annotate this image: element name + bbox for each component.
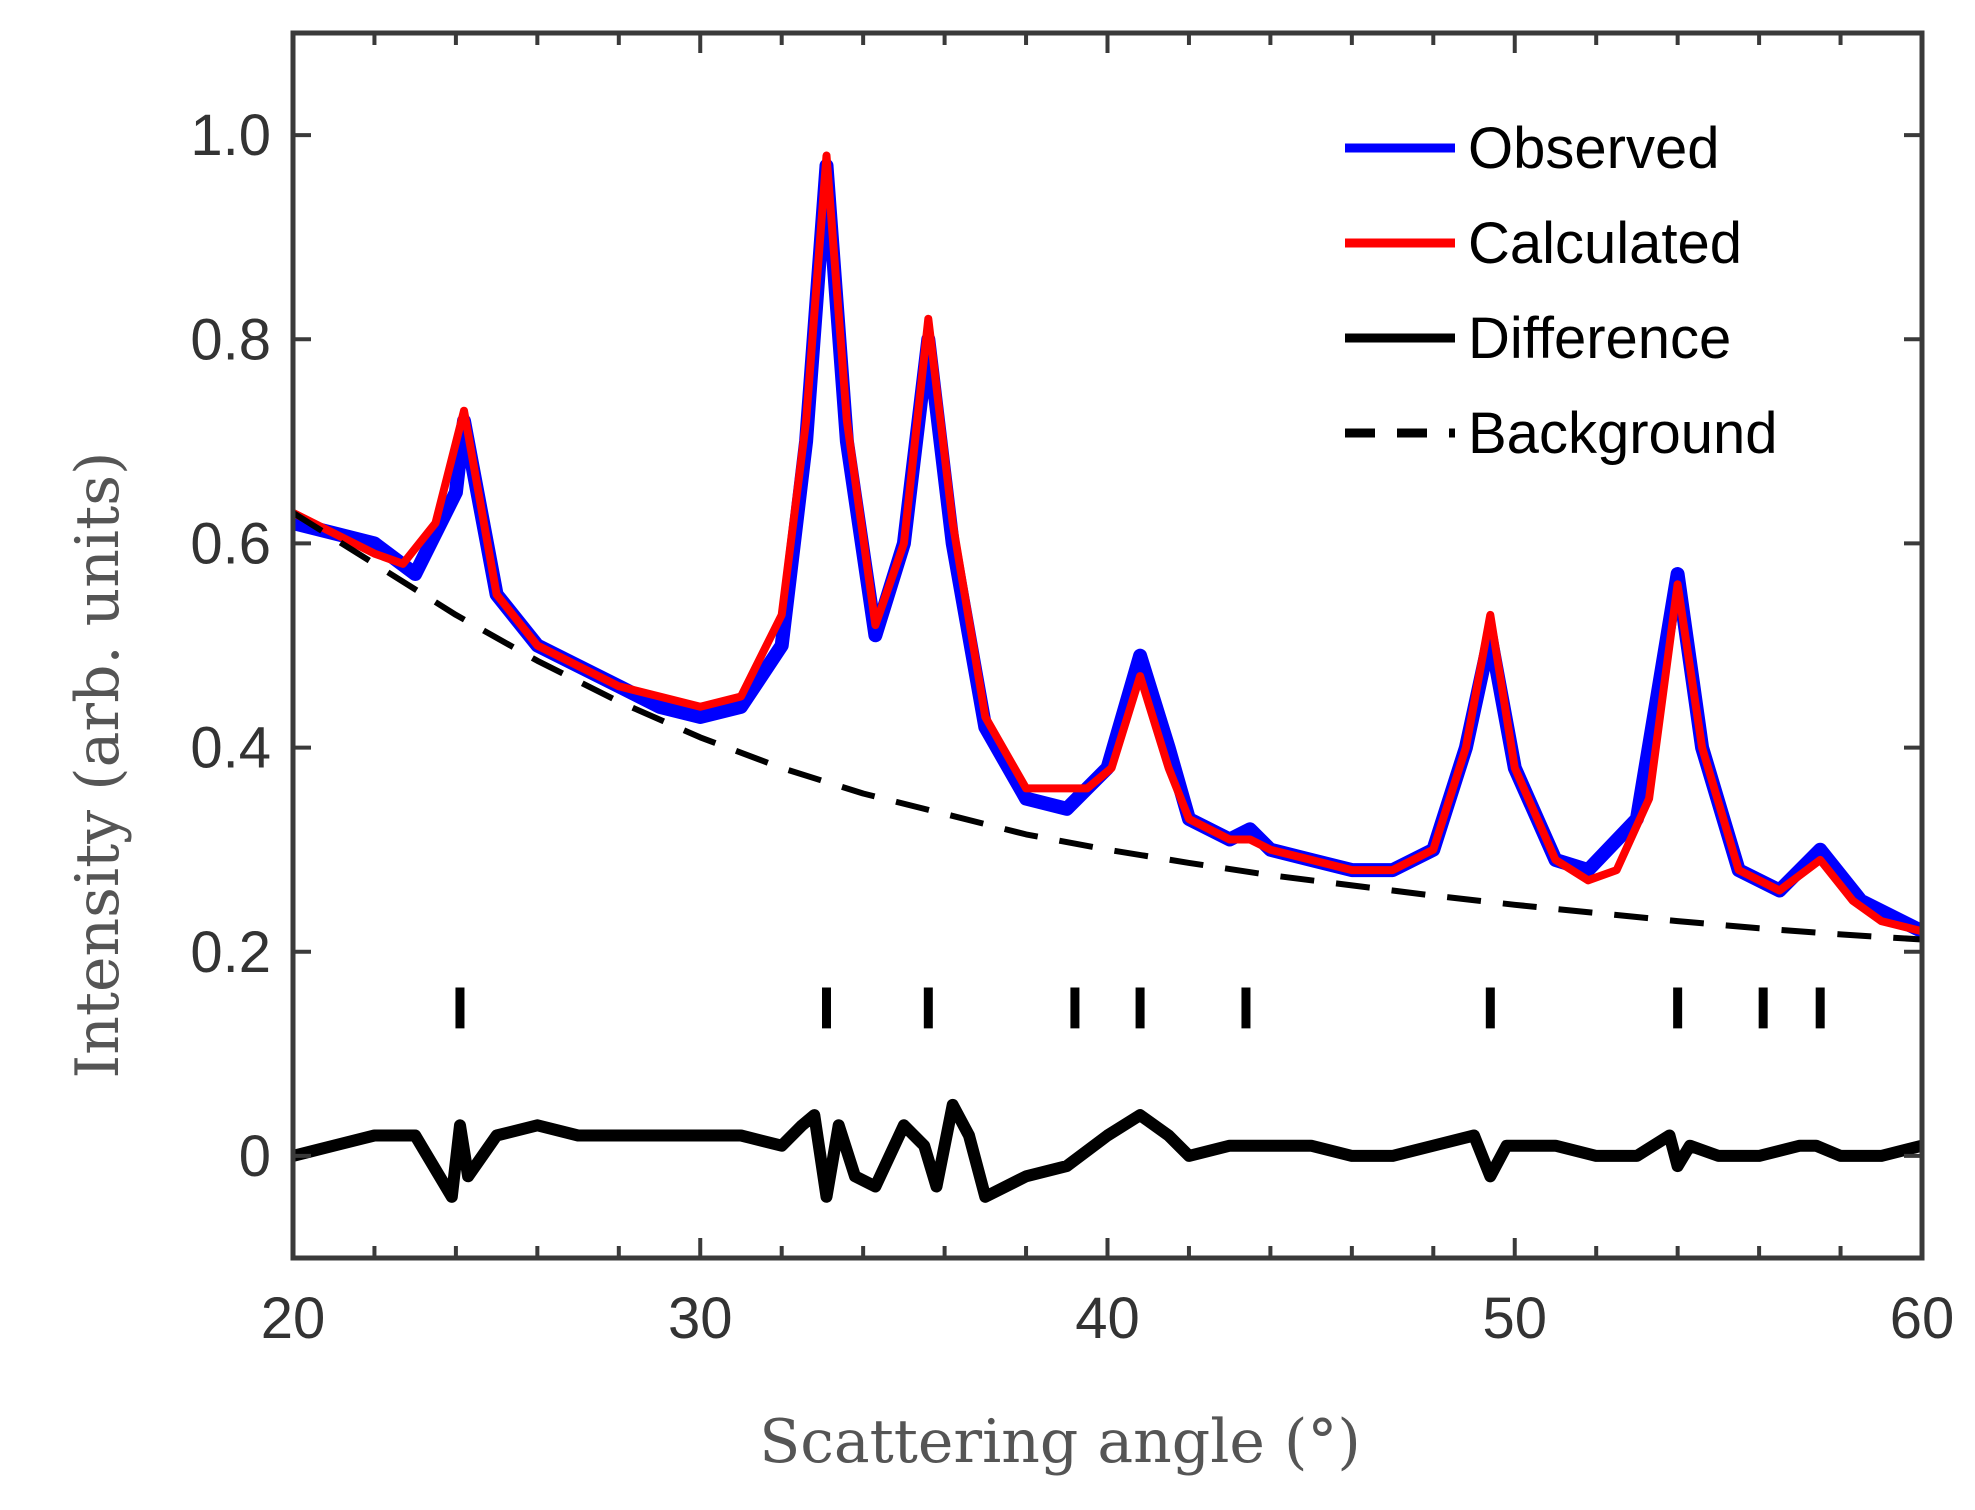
y-tick-label: 0 <box>239 1124 271 1189</box>
legend-label-observed: Observed <box>1468 116 1719 181</box>
series-line-calculated <box>293 151 1922 936</box>
legend-label-difference: Difference <box>1468 306 1731 371</box>
x-tick-label: 30 <box>668 1286 733 1351</box>
y-axis: 0 0.2 0.4 0.6 0.8 1.0 <box>190 103 1922 1189</box>
legend-label-background: Background <box>1468 401 1778 466</box>
x-axis: 20 30 40 50 60 <box>261 33 1955 1351</box>
y-tick-label: 0.6 <box>190 511 271 576</box>
y-tick-label: 0.4 <box>190 716 271 781</box>
series-group <box>293 151 1922 1203</box>
x-axis-title: Scattering angle (°) <box>759 1407 1361 1477</box>
y-tick-label: 0.2 <box>190 920 271 985</box>
series-line-difference <box>293 1098 1922 1203</box>
series-line-observed <box>293 158 1922 939</box>
legend: Observed Calculated Difference Background <box>1345 116 1778 466</box>
x-tick-label: 60 <box>1890 1286 1955 1351</box>
y-axis-title: Intensity (arb. units) <box>63 452 133 1079</box>
y-tick-label: 0.8 <box>190 307 271 372</box>
legend-label-calculated: Calculated <box>1468 211 1742 276</box>
y-tick-label: 1.0 <box>190 103 271 168</box>
x-tick-label: 40 <box>1075 1286 1140 1351</box>
x-tick-label: 20 <box>261 1286 326 1351</box>
x-tick-label: 50 <box>1482 1286 1547 1351</box>
